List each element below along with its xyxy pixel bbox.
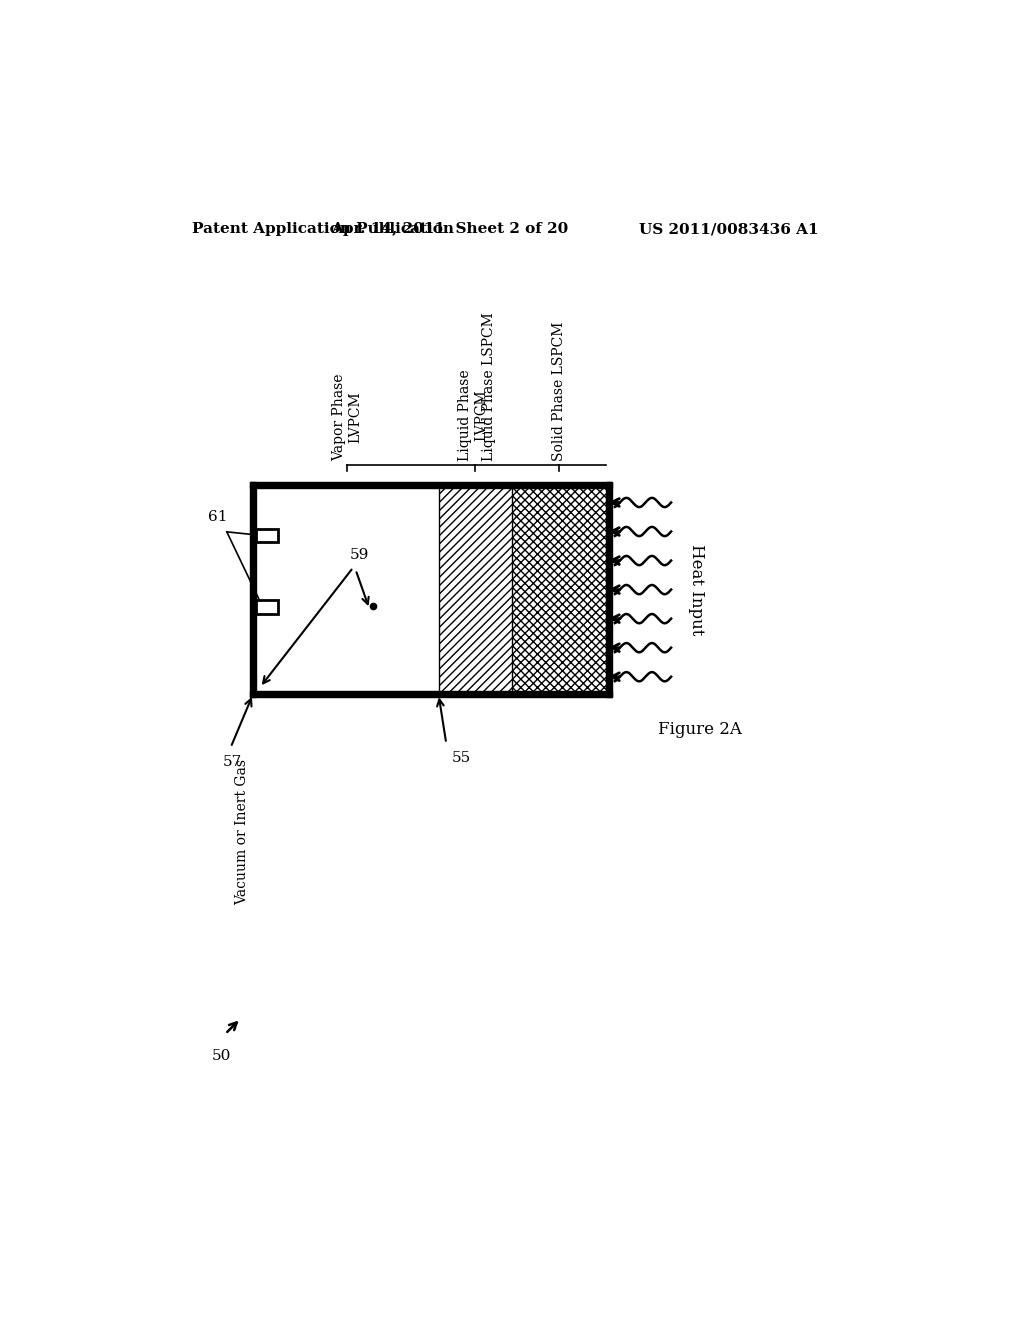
Bar bbox=[438, 488, 512, 692]
Text: Vacuum or Inert Gas: Vacuum or Inert Gas bbox=[236, 759, 249, 906]
Text: Patent Application Publication: Patent Application Publication bbox=[193, 222, 455, 236]
Text: 59: 59 bbox=[349, 548, 369, 562]
Text: Solid Phase LSPCM: Solid Phase LSPCM bbox=[552, 322, 565, 461]
Bar bbox=[250, 482, 256, 697]
Text: 50: 50 bbox=[211, 1049, 230, 1064]
Bar bbox=[250, 692, 611, 697]
Text: 61: 61 bbox=[208, 510, 227, 524]
Text: Liquid Phase LSPCM: Liquid Phase LSPCM bbox=[482, 313, 496, 461]
Bar bbox=[256, 528, 278, 543]
Text: Apr. 14, 2011  Sheet 2 of 20: Apr. 14, 2011 Sheet 2 of 20 bbox=[332, 222, 568, 236]
Bar bbox=[512, 488, 605, 692]
Bar bbox=[256, 488, 438, 692]
Bar bbox=[250, 482, 611, 488]
Bar bbox=[256, 599, 278, 614]
Text: 57: 57 bbox=[223, 755, 243, 770]
Text: 55: 55 bbox=[452, 751, 471, 766]
Text: Figure 2A: Figure 2A bbox=[658, 721, 742, 738]
Text: US 2011/0083436 A1: US 2011/0083436 A1 bbox=[639, 222, 818, 236]
Text: Vapor Phase
LVPCM: Vapor Phase LVPCM bbox=[332, 374, 362, 461]
Bar bbox=[605, 482, 611, 697]
Text: Heat Input: Heat Input bbox=[688, 544, 705, 635]
Text: Liquid Phase
LVPCM: Liquid Phase LVPCM bbox=[458, 370, 487, 461]
